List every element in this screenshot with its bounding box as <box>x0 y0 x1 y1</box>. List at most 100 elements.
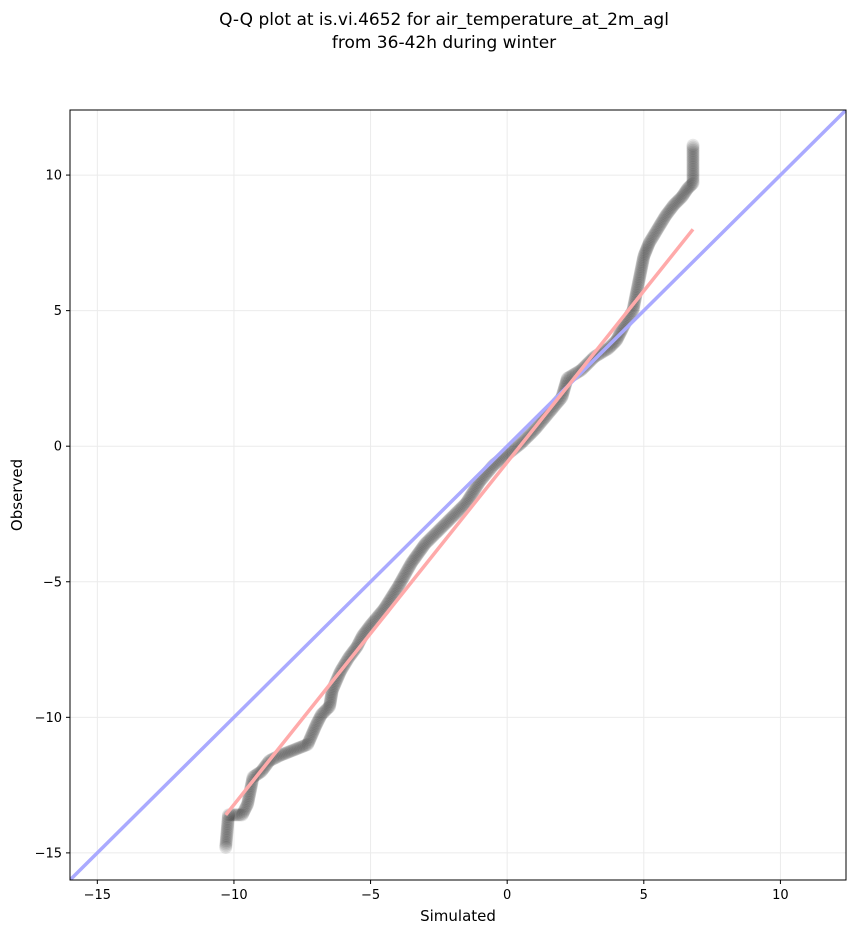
qq-point <box>416 540 430 554</box>
qq-point <box>439 516 453 530</box>
qq-point <box>220 827 234 841</box>
reference-lines <box>70 110 846 880</box>
qq-point <box>661 206 675 220</box>
qq-point <box>310 715 324 729</box>
qq-point <box>406 554 420 568</box>
qq-point <box>681 182 695 196</box>
qq-point <box>659 209 673 223</box>
qq-point <box>301 736 315 750</box>
qq-point <box>652 219 666 233</box>
qq-point <box>390 582 404 596</box>
qq-point <box>267 751 281 765</box>
qq-point <box>220 828 234 842</box>
qq-point <box>233 808 247 822</box>
qq-point <box>469 480 483 494</box>
qq-point <box>662 205 676 219</box>
qq-point <box>643 234 657 248</box>
qq-point <box>686 166 700 180</box>
qq-point <box>242 792 256 806</box>
qq-point <box>607 336 621 350</box>
qq-point <box>219 834 233 848</box>
qq-point <box>417 538 431 552</box>
qq-point <box>418 537 432 551</box>
qq-point <box>349 641 363 655</box>
qq-point <box>387 586 401 600</box>
qq-point <box>447 508 461 522</box>
qq-point <box>686 157 700 171</box>
qq-point <box>655 215 669 229</box>
qq-point <box>452 504 466 518</box>
qq-point <box>459 496 473 510</box>
qq-point <box>606 337 620 351</box>
qq-point <box>311 714 325 728</box>
qq-point <box>330 672 344 686</box>
qq-point <box>398 568 412 582</box>
qq-point <box>230 808 244 822</box>
qq-point <box>287 743 301 757</box>
qq-point <box>393 577 407 591</box>
qq-point <box>419 536 433 550</box>
qq-point <box>632 271 646 285</box>
qq-point <box>402 560 416 574</box>
qq-point <box>220 820 234 834</box>
qq-point <box>306 726 319 740</box>
qq-point <box>686 145 700 159</box>
qq-point <box>642 236 656 250</box>
qq-point <box>641 239 655 253</box>
qq-point <box>293 740 307 754</box>
qq-point <box>615 322 629 336</box>
qq-point <box>462 492 476 506</box>
qq-point <box>631 280 645 294</box>
qq-point <box>395 573 409 587</box>
data-points <box>219 138 700 854</box>
qq-point <box>276 747 290 761</box>
identity-line <box>70 110 846 880</box>
qq-point <box>240 799 254 813</box>
qq-point <box>279 746 293 760</box>
qq-point <box>676 188 690 202</box>
qq-point <box>633 266 647 280</box>
qq-point <box>232 808 246 822</box>
qq-point <box>654 216 668 230</box>
qq-point <box>319 703 333 717</box>
qq-point <box>289 742 303 756</box>
qq-point <box>658 210 672 224</box>
qq-point <box>646 230 660 244</box>
qq-point <box>391 580 405 594</box>
qq-point <box>295 740 309 754</box>
chart-title-line-1: Q-Q plot at is.vi.4652 for air_temperatu… <box>219 10 669 30</box>
qq-point <box>673 192 687 206</box>
chart-title-line-2: from 36-42h during winter <box>332 33 556 53</box>
qq-point <box>386 587 400 601</box>
qq-point <box>308 720 322 734</box>
qq-point <box>675 190 689 204</box>
qq-point <box>432 523 446 537</box>
qq-point <box>442 513 456 527</box>
qq-point <box>632 275 646 289</box>
qq-point <box>434 521 448 535</box>
grid <box>70 110 846 880</box>
qq-point <box>236 806 250 820</box>
qq-point <box>399 565 413 579</box>
qq-point <box>686 176 700 190</box>
x-tick-label: 5 <box>640 888 648 903</box>
qq-point <box>324 688 338 702</box>
y-tick-label: −5 <box>43 575 62 590</box>
x-axis-label: Simulated <box>420 907 496 925</box>
qq-point <box>455 500 469 514</box>
qq-point <box>468 482 482 496</box>
qq-point <box>686 154 700 168</box>
qq-point <box>281 745 295 759</box>
qq-point <box>433 522 447 536</box>
qq-point <box>684 178 698 192</box>
qq-point <box>275 748 289 762</box>
qq-point <box>325 685 339 699</box>
qq-point <box>448 507 462 521</box>
x-axis-ticks: −15 −10 −5 0 5 10 <box>84 880 789 903</box>
qq-point <box>605 338 619 352</box>
qq-point <box>278 746 292 760</box>
qq-point <box>303 733 317 747</box>
qq-point <box>466 485 480 499</box>
qq-point <box>438 517 452 531</box>
qq-point <box>221 816 235 830</box>
